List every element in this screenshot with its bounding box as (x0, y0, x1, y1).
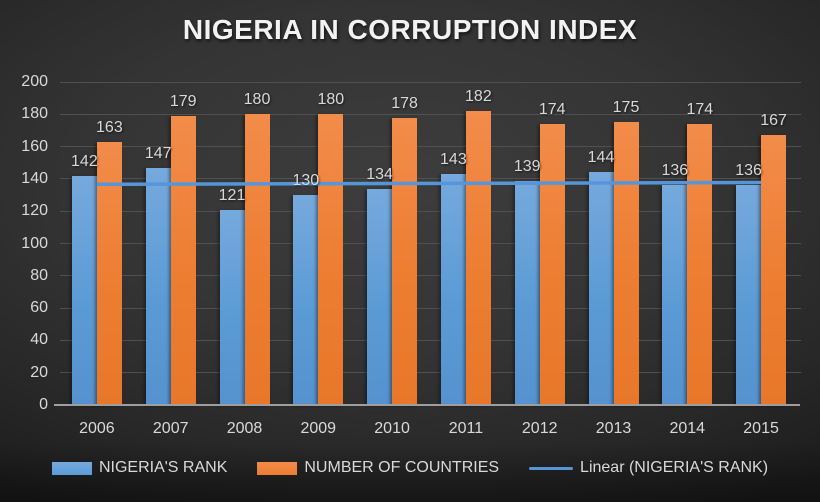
y-tick-label-120: 120 (21, 202, 48, 220)
x-tick-label-2015: 2015 (743, 420, 779, 437)
gridline-120 (60, 210, 801, 212)
legend-swatch-rank-icon (51, 461, 92, 475)
data-label-rank-2011: 143 (440, 151, 467, 169)
x-tick-label-2013: 2013 (595, 420, 632, 437)
x-tick-label-2012: 2012 (521, 420, 558, 437)
bar-rank-2011 (440, 174, 466, 405)
chart-title: NIGERIA IN CORRUPTION INDEX (182, 14, 638, 45)
bar-countries-2015 (761, 135, 787, 405)
data-label-rank-2015: 136 (735, 162, 762, 180)
data-label-countries-2015: 167 (760, 112, 787, 130)
gridline-40 (60, 339, 801, 341)
bar-rank-2009 (293, 195, 319, 405)
x-tick-label-2014: 2014 (669, 420, 706, 437)
x-axis-line (54, 404, 800, 406)
legend-label-trendline: Linear (NIGERIA'S RANK) (580, 459, 769, 476)
data-label-rank-2013: 144 (587, 149, 615, 167)
data-label-countries-2008: 180 (243, 91, 271, 109)
x-tick-label-2009: 2009 (300, 420, 337, 437)
bar-countries-2008 (244, 114, 270, 405)
bar-countries-2010 (392, 117, 418, 405)
y-tick-label-80: 80 (30, 266, 48, 284)
bar-rank-2015 (736, 185, 762, 405)
data-label-countries-2014: 174 (686, 101, 714, 118)
legend-item-number-of-countries: NUMBER OF COUNTRIES (257, 459, 499, 477)
gridline-80 (60, 275, 801, 277)
x-tick-label-2010: 2010 (374, 420, 410, 437)
y-tick-label-180: 180 (21, 105, 48, 123)
data-label-countries-2009: 180 (317, 91, 345, 109)
data-label-rank-2007: 147 (144, 144, 172, 162)
x-tick-label-2007: 2007 (152, 420, 189, 437)
gridline-160 (60, 146, 801, 148)
legend-label-rank: NIGERIA'S RANK (98, 459, 228, 476)
x-tick-label-2006: 2006 (79, 420, 115, 437)
y-tick-label-0: 0 (39, 396, 48, 413)
gridline-200 (60, 81, 801, 83)
bar-countries-2011 (465, 111, 491, 405)
gridline-60 (60, 307, 801, 309)
bar-countries-2014 (687, 124, 713, 405)
gridline-180 (60, 113, 801, 115)
data-label-rank-2014: 136 (661, 162, 689, 180)
data-label-countries-2007: 179 (169, 92, 197, 110)
y-tick-label-20: 20 (30, 363, 48, 381)
y-tick-label-200: 200 (21, 73, 48, 90)
gridline-20 (60, 372, 801, 374)
bar-countries-2009 (318, 114, 344, 405)
data-label-countries-2010: 178 (391, 94, 418, 112)
data-label-countries-2006: 163 (96, 118, 123, 136)
legend-label-countries: NUMBER OF COUNTRIES (304, 459, 500, 476)
data-label-rank-2012: 139 (513, 157, 541, 175)
y-tick-label-40: 40 (30, 331, 48, 349)
legend-item-nigerias-rank: NIGERIA'S RANK (51, 459, 228, 477)
bar-countries-2013 (613, 122, 639, 405)
trendline-linear-rank (96, 180, 762, 187)
bar-rank-2007 (145, 167, 171, 405)
data-label-countries-2011: 182 (465, 88, 492, 106)
bar-countries-2012 (539, 124, 565, 405)
y-tick-label-160: 160 (21, 137, 48, 155)
y-tick-label-140: 140 (21, 169, 48, 187)
legend-item-trendline: Linear (NIGERIA'S RANK) (529, 459, 768, 477)
plot-area: 142 163 147 179 121 180 130 180 134 178 143 182 139 1… (54, 81, 801, 406)
x-tick-label-2008: 2008 (226, 420, 263, 437)
x-axis: 2006 2007 2008 2009 2010 2011 2012 2013 2014 2015 (60, 419, 798, 439)
data-label-countries-2012: 174 (538, 101, 566, 118)
y-tick-label-60: 60 (30, 299, 48, 317)
bar-rank-2012 (514, 180, 540, 405)
bar-countries-2007 (170, 115, 196, 405)
bar-rank-2010 (367, 188, 393, 405)
legend-swatch-countries-icon (257, 461, 298, 475)
bar-rank-2014 (662, 185, 688, 405)
y-axis: 0 20 40 60 80 100 120 140 160 180 200 (0, 73, 48, 413)
data-label-rank-2008: 121 (218, 186, 246, 204)
bar-rank-2008 (219, 209, 245, 405)
data-label-countries-2013: 175 (612, 99, 640, 117)
gridline-140 (60, 178, 801, 180)
data-label-rank-2009: 130 (292, 172, 320, 190)
y-tick-label-100: 100 (21, 234, 48, 252)
data-label-rank-2006: 142 (71, 152, 98, 170)
bar-rank-2006 (71, 175, 97, 405)
legend: NIGERIA'S RANK NUMBER OF COUNTRIES Linea… (0, 455, 820, 481)
gridline-100 (60, 243, 801, 244)
legend-swatch-trendline-icon (529, 466, 574, 470)
data-label-rank-2010: 134 (366, 165, 393, 183)
x-tick-label-2011: 2011 (448, 420, 484, 437)
bar-rank-2013 (588, 172, 614, 405)
